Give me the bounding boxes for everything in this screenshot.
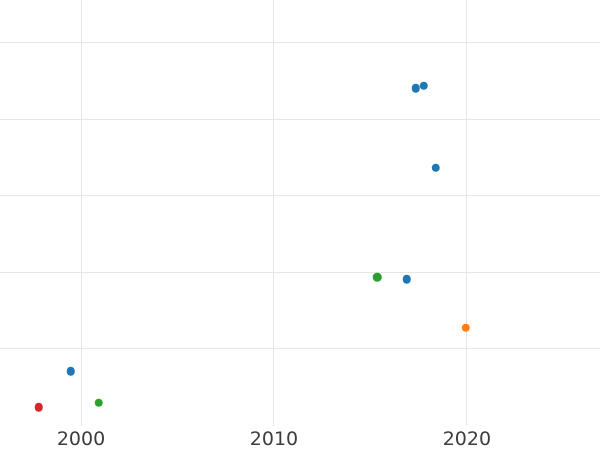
horizontal-gridline (0, 42, 600, 44)
x-axis-tick-label: 2020 (442, 428, 492, 450)
data-point-blue (402, 275, 412, 284)
data-point-orange (461, 323, 471, 332)
vertical-gridline (80, 0, 82, 426)
horizontal-gridline (0, 271, 600, 273)
x-axis-tick-label: 2010 (249, 428, 299, 450)
horizontal-gridline (0, 118, 600, 120)
data-point-green (94, 398, 104, 407)
data-point-blue (419, 81, 429, 90)
x-axis-tick-label: 2000 (56, 428, 106, 450)
vertical-gridline (273, 0, 275, 426)
horizontal-gridline (0, 195, 600, 197)
data-point-green (373, 272, 382, 282)
data-point-blue (411, 83, 421, 93)
data-point-blue (431, 163, 441, 172)
data-point-blue (66, 366, 75, 376)
data-point-red (34, 402, 43, 412)
horizontal-gridline (0, 348, 600, 350)
vertical-gridline (466, 0, 468, 426)
